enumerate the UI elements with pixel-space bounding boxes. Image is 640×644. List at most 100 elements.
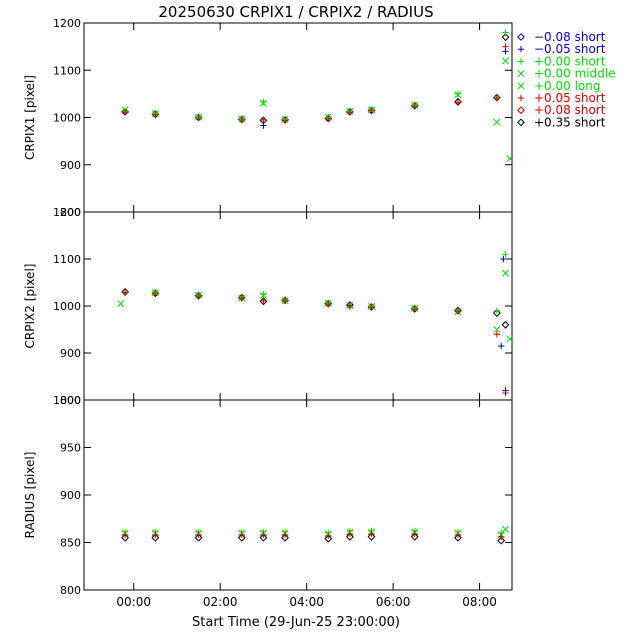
legend-label: −0.05 short [534, 42, 606, 56]
data-point [121, 531, 129, 539]
data-point [454, 531, 462, 539]
data-point [497, 536, 506, 545]
data-point [260, 116, 267, 124]
legend-marker [517, 82, 525, 90]
y-tick-label: 900 [60, 347, 81, 360]
x-tick-label: 08:00 [462, 595, 497, 609]
legend-marker [517, 33, 525, 41]
data-point [346, 109, 354, 116]
data-point [501, 33, 510, 42]
data-point [259, 99, 267, 107]
series [121, 532, 506, 545]
x-tick-label: 02:00 [203, 595, 238, 609]
y-tick-label: 1200 [53, 17, 81, 30]
y-tick-label: 950 [60, 442, 81, 455]
legend-label: +0.08 short [534, 103, 606, 117]
data-point [497, 533, 505, 540]
panel-3: 800 850 900 950 1000 00:00 02:00 04:00 06:00 08:0… [23, 394, 513, 609]
data-point [367, 532, 376, 541]
data-point [454, 533, 462, 542]
data-point [502, 29, 509, 36]
y-tick-label: 1000 [53, 112, 81, 125]
data-point [152, 111, 159, 118]
legend-label: +0.00 short [534, 54, 606, 68]
data-point [454, 99, 462, 106]
legend-label: −0.08 short [534, 30, 606, 44]
data-point [493, 94, 501, 102]
data-point [195, 292, 202, 300]
data-point [493, 325, 501, 334]
data-point [260, 531, 267, 539]
data-point [502, 48, 509, 55]
series [121, 530, 505, 540]
legend: −0.08 short−0.05 short+0.00 short+0.00 m… [517, 30, 616, 129]
data-point [121, 109, 129, 116]
legend-label: +0.00 long [534, 79, 601, 93]
data-point [454, 307, 462, 315]
data-point [121, 533, 129, 542]
data-point [346, 302, 354, 309]
y-tick-label: 1100 [53, 64, 81, 77]
data-point [237, 533, 246, 542]
series [497, 255, 509, 394]
data-point [325, 115, 332, 123]
data-point [259, 533, 268, 542]
x-axis-label: Start Time (29-Jun-25 23:00:00) [192, 615, 400, 630]
panel-1: 800 900 1000 1100 1200 CRPIX1 [pixel] [23, 17, 514, 219]
y-tick-label: 800 [60, 394, 81, 407]
data-point [117, 300, 125, 308]
data-point [506, 335, 514, 343]
data-point [411, 102, 418, 110]
data-point [506, 155, 514, 163]
legend-label: +0.00 middle [534, 67, 616, 81]
data-point [497, 342, 505, 350]
data-point [238, 294, 245, 302]
y-tick-label: 800 [60, 206, 81, 219]
y-axis-label: RADIUS [pixel] [23, 452, 37, 539]
chart-title: 20250630 CRPIX1 / CRPIX2 / RADIUS [158, 3, 433, 21]
data-point [368, 107, 375, 115]
y-axis-label: CRPIX1 [pixel] [23, 75, 37, 160]
x-tick-label: 00:00 [116, 595, 151, 609]
legend-marker [517, 94, 525, 102]
x-tick-label: 04:00 [289, 595, 324, 609]
data-point [346, 530, 354, 538]
data-point [325, 300, 332, 308]
data-point [368, 304, 375, 311]
data-point [281, 117, 289, 124]
legend-label: +0.05 short [534, 91, 606, 105]
data-point [411, 530, 418, 538]
data-point [345, 532, 354, 541]
data-point [493, 307, 501, 314]
data-point [195, 531, 202, 539]
legend-marker [517, 58, 525, 65]
legend-marker [517, 70, 525, 78]
data-point [368, 530, 375, 538]
data-point [501, 525, 510, 533]
data-point [281, 533, 289, 542]
x-tick-label: 06:00 [376, 595, 411, 609]
data-point [121, 289, 129, 296]
series [260, 48, 509, 129]
data-point [260, 291, 267, 298]
data-point [492, 309, 501, 317]
data-point [500, 255, 507, 263]
series [121, 289, 509, 397]
legend-label: +0.35 short [534, 115, 606, 129]
y-tick-label: 800 [60, 584, 81, 597]
data-point [410, 532, 419, 541]
data-point [454, 91, 462, 99]
y-tick-label: 1200 [53, 206, 81, 219]
data-point [238, 531, 245, 539]
series [121, 43, 509, 124]
data-point [238, 116, 245, 124]
data-point [281, 531, 289, 539]
legend-marker [517, 46, 525, 53]
y-axis-label: CRPIX2 [pixel] [23, 264, 37, 349]
data-point [502, 387, 509, 394]
data-point [195, 114, 202, 122]
data-point [152, 531, 159, 539]
